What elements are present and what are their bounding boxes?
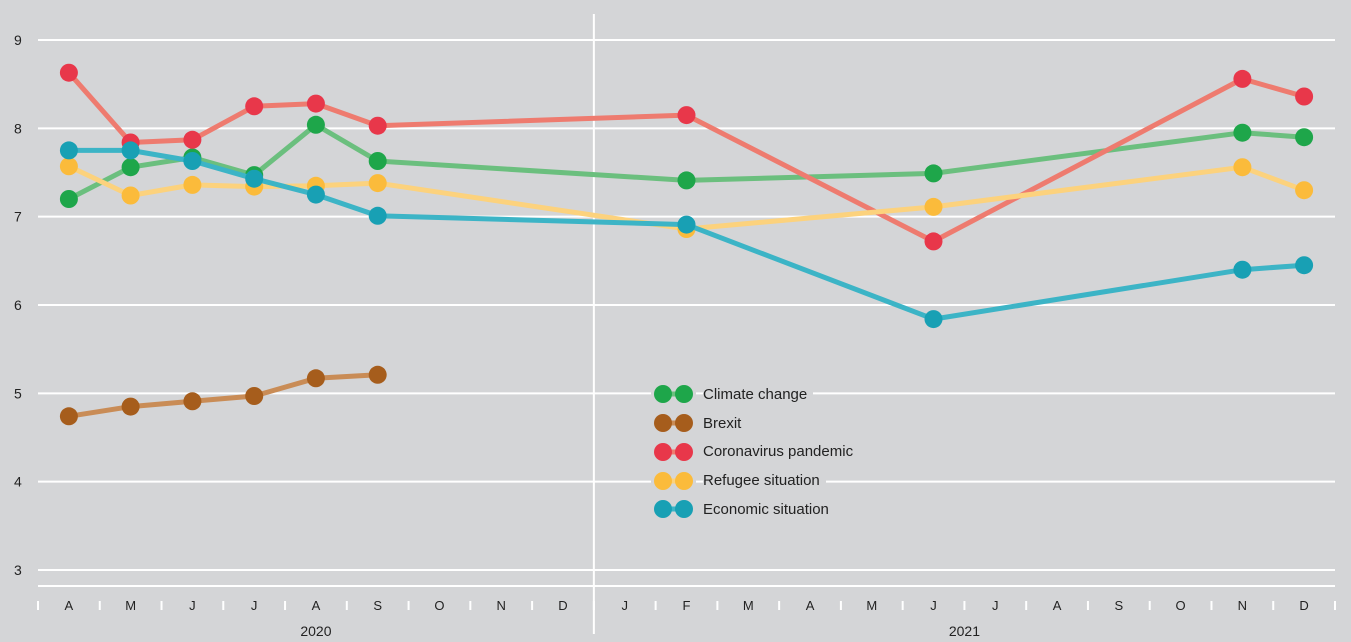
legend-item-2: Coronavirus pandemic	[651, 438, 901, 467]
legend-item-1: Brexit	[651, 409, 901, 438]
x-tick-label: N	[1238, 598, 1247, 613]
x-tick-label: N	[497, 598, 506, 613]
data-point	[368, 116, 387, 135]
data-point	[121, 158, 140, 177]
legend-label: Economic situation	[703, 500, 835, 518]
data-point	[59, 407, 78, 426]
data-point	[368, 365, 387, 384]
y-tick-label: 7	[14, 209, 22, 225]
legend-swatch	[651, 441, 696, 462]
data-point	[306, 94, 325, 113]
legend-label: Refugee situation	[703, 472, 826, 490]
data-point	[1233, 158, 1252, 177]
legend-label: Coronavirus pandemic	[703, 443, 860, 461]
x-tick-label: A	[1053, 598, 1062, 613]
x-tick-label: S	[1114, 598, 1123, 613]
data-point	[121, 141, 140, 160]
data-point	[121, 397, 140, 416]
series-1	[59, 365, 387, 426]
legend-swatch	[651, 413, 696, 434]
x-tick-label: M	[743, 598, 754, 613]
data-point	[1233, 69, 1252, 88]
y-axis-tick-labels: 3 4 5 6 7 8 9	[14, 32, 22, 578]
x-tick-label: A	[65, 598, 74, 613]
data-point	[183, 152, 202, 170]
legend-label: Brexit	[703, 414, 748, 432]
y-tick-label: 6	[14, 297, 22, 313]
data-point	[924, 310, 943, 329]
data-point	[368, 174, 387, 193]
x-tick-label: O	[434, 598, 444, 613]
data-point	[1233, 260, 1252, 279]
data-point	[306, 185, 325, 204]
series-line	[66, 372, 381, 419]
series-lines	[59, 63, 1314, 426]
legend: Climate change Brexit Coronavirus pandemic…	[651, 380, 901, 524]
y-tick-label: 4	[14, 474, 22, 490]
data-point	[924, 164, 943, 183]
legend-swatch	[651, 470, 696, 491]
data-point	[306, 369, 325, 388]
data-point	[1295, 256, 1314, 275]
legend-label: Climate change	[703, 385, 814, 403]
x-axis: A M J J A S O N D J F M A M J J A S O N D 2020 2021	[37, 585, 1336, 639]
x-tick-label: J	[251, 598, 258, 613]
data-point	[1295, 128, 1314, 147]
x-tick-label: M	[866, 598, 877, 613]
y-tick-label: 5	[14, 385, 22, 401]
series-line	[66, 147, 1307, 322]
data-point	[306, 115, 325, 134]
series-line	[66, 122, 1307, 202]
x-tick-label: D	[1299, 598, 1308, 613]
x-tick-label: J	[621, 598, 628, 613]
year-label: 2020	[300, 623, 331, 639]
data-point	[183, 175, 202, 194]
legend-item-4: Economic situation	[651, 495, 901, 524]
x-tick-label: S	[373, 598, 382, 613]
y-tick-label: 3	[14, 562, 22, 578]
legend-item-0: Climate change	[651, 380, 901, 409]
data-point	[1233, 123, 1252, 142]
data-point	[677, 215, 696, 234]
data-point	[183, 130, 202, 149]
data-point	[368, 206, 387, 225]
data-point	[924, 197, 943, 216]
x-tick-label: O	[1176, 598, 1186, 613]
data-point	[59, 157, 78, 176]
x-tick-label: J	[992, 598, 999, 613]
series-line	[66, 70, 1307, 244]
x-tick-label: A	[312, 598, 321, 613]
y-tick-label: 8	[14, 120, 22, 136]
y-tick-label: 9	[14, 32, 22, 48]
data-point	[59, 141, 78, 160]
x-tick-label: A	[806, 598, 815, 613]
legend-item-3: Refugee situation	[651, 466, 901, 495]
data-point	[1295, 181, 1314, 200]
legend-swatch	[651, 384, 696, 405]
legend-swatch	[651, 499, 696, 520]
year-label: 2021	[949, 623, 980, 639]
x-tick-label: D	[558, 598, 567, 613]
x-tick-label: J	[930, 598, 937, 613]
series-0	[59, 115, 1314, 208]
x-tick-label: J	[189, 598, 196, 613]
data-point	[368, 152, 387, 170]
data-point	[245, 97, 264, 116]
data-point	[183, 392, 202, 411]
series-line	[66, 163, 1307, 232]
data-point	[59, 63, 78, 82]
x-tick-label: M	[125, 598, 136, 613]
series-4	[59, 141, 1314, 329]
data-point	[677, 106, 696, 125]
data-point	[121, 186, 140, 205]
data-point	[1295, 87, 1314, 106]
data-point	[677, 171, 696, 190]
data-point	[245, 169, 264, 188]
series-2	[59, 63, 1314, 251]
data-point	[59, 190, 78, 208]
data-point	[924, 232, 943, 251]
x-tick-label: F	[683, 598, 691, 613]
data-point	[245, 387, 264, 405]
